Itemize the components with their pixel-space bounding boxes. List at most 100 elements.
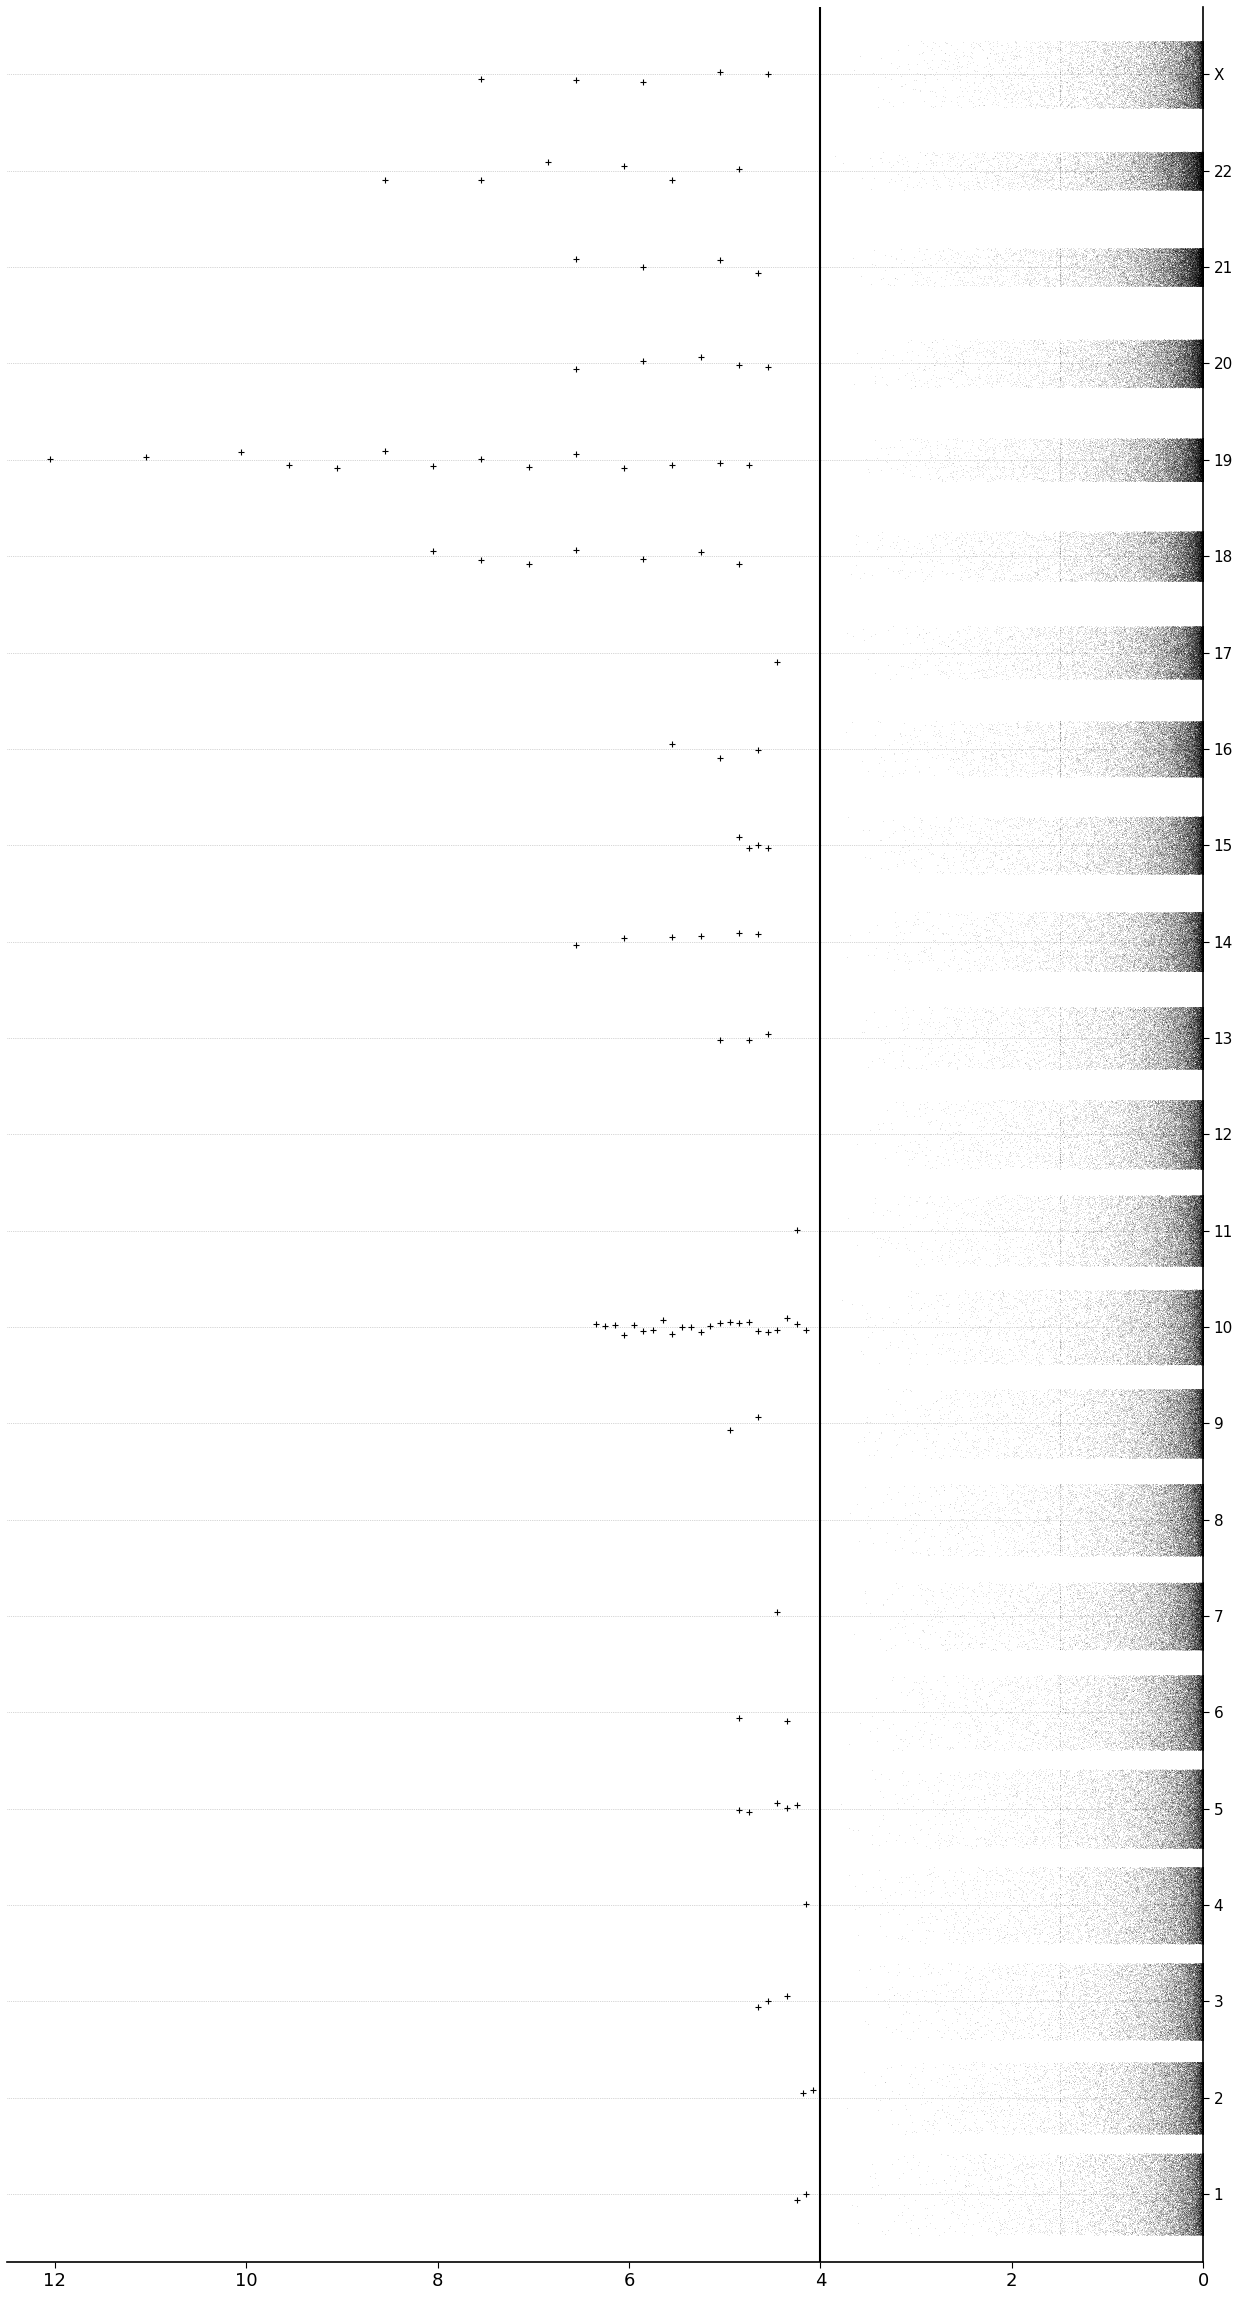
Point — [1193, 535, 1213, 572]
Point — [1193, 365, 1213, 402]
Point — [1177, 358, 1197, 395]
Point — [1193, 1236, 1213, 1273]
Point — [1193, 368, 1213, 404]
Point — [1161, 87, 1180, 124]
Point — [1184, 420, 1204, 457]
Point — [1193, 641, 1213, 678]
Point — [1183, 809, 1203, 845]
Point — [936, 1096, 956, 1132]
Point — [1148, 234, 1168, 271]
Point — [1182, 2178, 1202, 2214]
Point — [1189, 1780, 1209, 1817]
Point — [1117, 2113, 1137, 2150]
Point — [1178, 1215, 1198, 1252]
Point — [1117, 1985, 1137, 2021]
Point — [1193, 894, 1213, 930]
Point — [1192, 554, 1211, 590]
Point — [1190, 935, 1210, 972]
Point — [1148, 342, 1168, 379]
Point — [1193, 1528, 1213, 1564]
Point — [1162, 951, 1182, 988]
Point — [1185, 737, 1205, 774]
Point — [1056, 1888, 1076, 1925]
Point — [1111, 64, 1131, 101]
Point — [1193, 515, 1213, 551]
Point — [1193, 1684, 1213, 1720]
Point — [1167, 1610, 1187, 1647]
Point — [1189, 914, 1209, 951]
Point — [1162, 2093, 1182, 2129]
Point — [1180, 1291, 1200, 1328]
Point — [1193, 340, 1213, 377]
Point — [1127, 147, 1147, 184]
Point — [1054, 1192, 1074, 1229]
Point — [1192, 2070, 1211, 2106]
Point — [1192, 836, 1211, 873]
Point — [1180, 1426, 1200, 1463]
Point — [1141, 232, 1161, 269]
Point — [1158, 1978, 1178, 2014]
Point — [1182, 69, 1202, 106]
Point — [1192, 1031, 1211, 1068]
Point — [1169, 1537, 1189, 1573]
Point — [1183, 544, 1203, 581]
Point — [1193, 147, 1213, 184]
Point — [1188, 246, 1208, 283]
Point — [1176, 1718, 1195, 1755]
Point — [1188, 854, 1208, 891]
Point — [1189, 944, 1209, 981]
Point — [1193, 1948, 1213, 1985]
Point — [1189, 1576, 1209, 1612]
Point — [1189, 1987, 1209, 2024]
Point — [1193, 1530, 1213, 1567]
Point — [1178, 1950, 1198, 1987]
Point — [1190, 937, 1210, 974]
Point — [1138, 2212, 1158, 2249]
Point — [1192, 652, 1211, 689]
Point — [1152, 2157, 1172, 2194]
Point — [1189, 1341, 1209, 1378]
Point — [1102, 1725, 1122, 1762]
Point — [1193, 1714, 1213, 1750]
Point — [1145, 163, 1164, 200]
Point — [1189, 1725, 1209, 1762]
Point — [1193, 2159, 1213, 2196]
Point — [1193, 87, 1213, 124]
Point — [1190, 1479, 1210, 1516]
Point — [1190, 2008, 1210, 2044]
Point — [1176, 1796, 1195, 1833]
Point — [1193, 1691, 1213, 1727]
Point — [1182, 1923, 1202, 1959]
Point — [1096, 1383, 1116, 1420]
Point — [1193, 825, 1213, 861]
Point — [1190, 1916, 1210, 1952]
Point — [1174, 1024, 1194, 1061]
Point — [1180, 1966, 1200, 2003]
Point — [1192, 611, 1211, 648]
Point — [1183, 946, 1203, 983]
Point — [1193, 1015, 1213, 1052]
Point — [1176, 2116, 1195, 2152]
Point — [1149, 163, 1169, 200]
Point — [1148, 1484, 1168, 1521]
Point — [1193, 363, 1213, 400]
Point — [1192, 1213, 1211, 1250]
Point — [1154, 1585, 1174, 1622]
Point — [1080, 717, 1100, 753]
Point — [1192, 1720, 1211, 1757]
Point — [1193, 1700, 1213, 1737]
Point — [1193, 243, 1213, 280]
Point — [1174, 147, 1194, 184]
Point — [1192, 1302, 1211, 1339]
Point — [1185, 1086, 1205, 1123]
Point — [1131, 2088, 1151, 2125]
Point — [1109, 257, 1128, 294]
Point — [1179, 241, 1199, 278]
Point — [1152, 742, 1172, 779]
Point — [1193, 338, 1213, 374]
Point — [1182, 643, 1202, 680]
Point — [1162, 841, 1182, 877]
Point — [1058, 358, 1078, 395]
Point — [1176, 1787, 1195, 1824]
Point — [1190, 1119, 1210, 1155]
